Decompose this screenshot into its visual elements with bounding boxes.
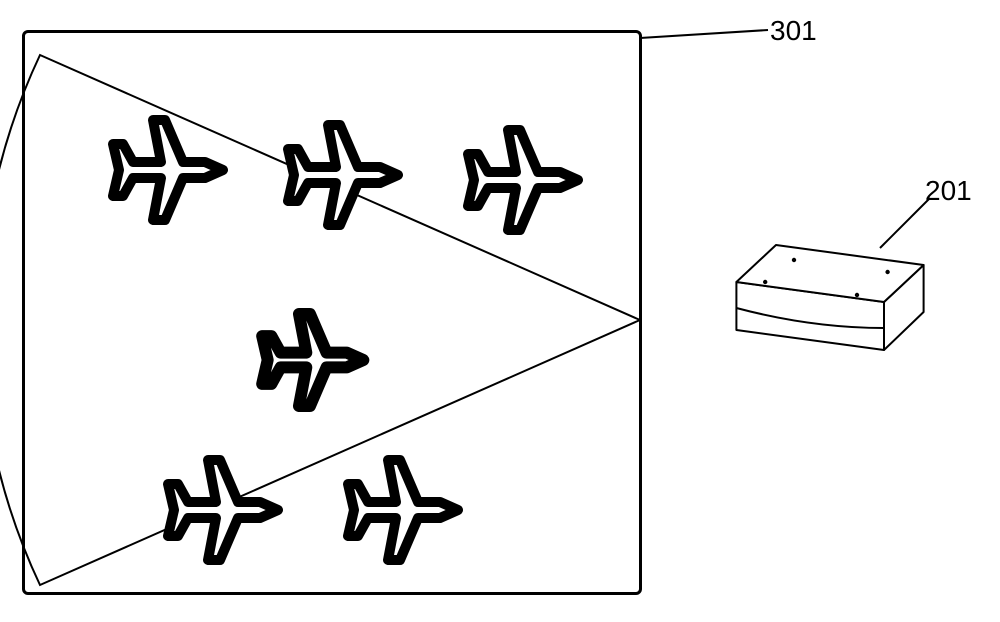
device-screw-icon xyxy=(763,280,767,284)
device-screw-icon xyxy=(792,258,796,262)
device-right-face xyxy=(884,265,924,350)
device-screw-icon xyxy=(855,293,859,297)
device-front-face xyxy=(736,282,884,350)
leader-radar xyxy=(640,30,768,38)
label-radar: 301 xyxy=(770,15,817,47)
label-device: 201 xyxy=(925,175,972,207)
device-top-face xyxy=(736,245,923,302)
diagram-container: 301 201 xyxy=(0,0,1000,622)
leader-device xyxy=(880,198,930,248)
device-screw-icon xyxy=(885,270,889,274)
device-seam xyxy=(736,308,884,328)
radar-frame xyxy=(22,30,642,595)
device-box xyxy=(736,245,923,350)
